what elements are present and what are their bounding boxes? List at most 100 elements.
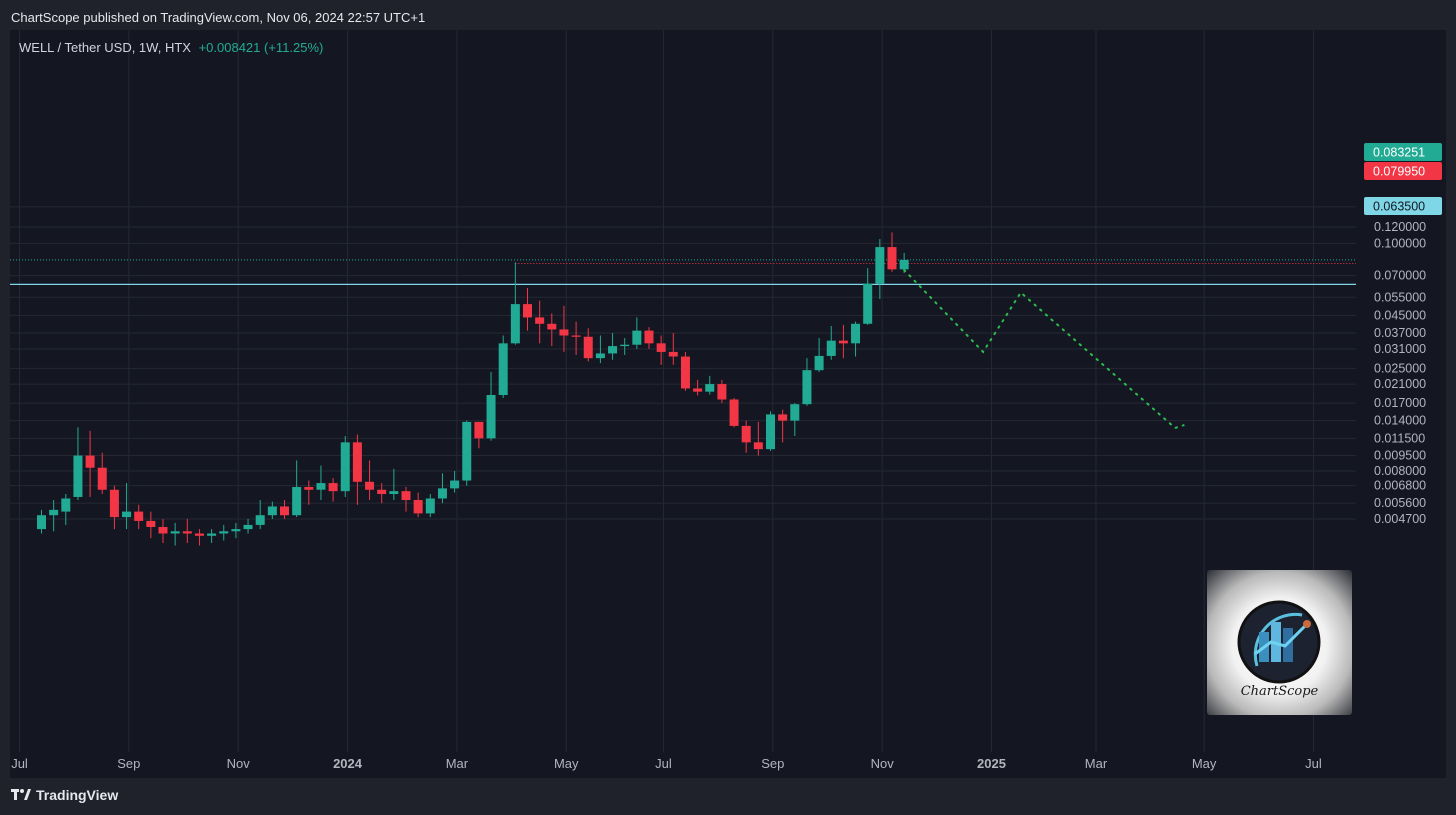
candle-down[interactable] [741,425,751,443]
x-tick-label: Jul [655,756,672,771]
x-tick-label: Sep [761,756,784,771]
candle-up[interactable] [826,340,836,356]
candle-down[interactable] [717,384,727,400]
candle-up[interactable] [61,498,71,512]
candle-up[interactable] [620,344,630,347]
chart-area[interactable]: 0.1500000.1200000.1000000.0700000.055000… [10,30,1446,778]
candle-down[interactable] [535,317,545,324]
symbol-legend: WELL / Tether USD, 1W, HTX +0.008421 (+1… [19,40,323,55]
candle-up[interactable] [899,259,909,270]
x-tick-label: Mar [446,756,469,771]
candle-down[interactable] [401,491,411,501]
candle-down[interactable] [134,511,144,521]
candle-down[interactable] [85,455,95,468]
y-tick-label: 0.045000 [1374,308,1426,322]
candle-down[interactable] [523,304,532,318]
candle-up[interactable] [486,395,496,439]
x-tick-label: Nov [227,756,251,771]
y-tick-label: 0.100000 [1374,236,1426,250]
candle-down[interactable] [352,442,362,482]
candle-down[interactable] [413,500,423,514]
candle-up[interactable] [122,511,132,518]
candle-up[interactable] [450,480,460,489]
candle-down[interactable] [304,487,314,490]
candle-up[interactable] [705,384,715,392]
candlestick-chart[interactable]: 0.1500000.1200000.1000000.0700000.055000… [10,30,1446,778]
candle-up[interactable] [462,421,472,481]
candle-up[interactable] [632,330,642,345]
candle-up[interactable] [814,355,824,371]
candle-up[interactable] [790,404,800,421]
candle-down[interactable] [194,533,204,536]
candle-up[interactable] [49,509,59,516]
candle-up[interactable] [316,483,326,490]
candle-up[interactable] [340,442,350,492]
candle-down[interactable] [559,329,569,336]
candle-down[interactable] [146,520,156,527]
candle-up[interactable] [608,346,618,354]
y-tick-label: 0.070000 [1374,269,1426,283]
candle-up[interactable] [255,515,265,525]
candle-down[interactable] [668,351,678,357]
candle-down[interactable] [280,506,289,516]
candle-up[interactable] [207,533,217,536]
candle-up[interactable] [863,283,873,324]
candle-down[interactable] [644,330,654,344]
candle-down[interactable] [887,247,897,270]
candle-up[interactable] [170,531,180,534]
candle-down[interactable] [656,343,666,352]
candle-up[interactable] [766,414,775,450]
x-tick-label: Jul [11,756,28,771]
candle-up[interactable] [267,506,277,516]
candle-up[interactable] [437,488,447,499]
candle-up[interactable] [510,304,520,344]
candle-down[interactable] [109,489,119,518]
candle-down[interactable] [778,414,788,421]
candle-down[interactable] [547,323,557,330]
y-tick-label: 0.120000 [1374,220,1426,234]
price-label-last [1364,143,1442,161]
candle-down[interactable] [97,467,107,490]
candle-down[interactable] [474,421,484,439]
candle-up[interactable] [595,353,605,359]
candle-up[interactable] [219,531,229,534]
candle-down[interactable] [838,340,848,344]
candle-down[interactable] [365,481,375,490]
candle-down[interactable] [377,489,387,495]
candle-down[interactable] [182,531,192,534]
x-tick-label: Sep [117,756,140,771]
candle-up[interactable] [851,323,861,344]
candle-up[interactable] [231,529,241,532]
x-tick-label: May [1192,756,1217,771]
candle-down[interactable] [328,483,338,492]
candle-up[interactable] [37,515,46,530]
y-tick-label: 0.006800 [1374,479,1426,493]
candle-up[interactable] [425,498,435,514]
candle-up[interactable] [875,247,885,284]
x-tick-label: Nov [871,756,895,771]
candle-down[interactable] [693,388,703,392]
tradingview-logo[interactable]: TradingView [11,787,118,803]
candle-up[interactable] [389,491,399,495]
candle-up[interactable] [243,524,253,530]
candle-down[interactable] [753,442,763,450]
candle-up[interactable] [73,455,83,497]
candle-down[interactable] [680,356,690,389]
candle-up[interactable] [802,370,812,405]
projection-path [903,268,1185,430]
price-label-prev [1364,162,1442,180]
header-bar: ChartScope published on TradingView.com,… [0,0,1456,30]
tradingview-brand: TradingView [36,787,119,803]
candles-group [37,232,909,546]
candle-down[interactable] [583,336,593,359]
y-tick-label: 0.008000 [1374,464,1426,478]
candle-down[interactable] [729,399,739,426]
x-tick-label: Mar [1085,756,1108,771]
candle-up[interactable] [498,343,508,396]
y-tick-label: 0.055000 [1374,290,1426,304]
x-tick-label: Jul [1305,756,1322,771]
candle-down[interactable] [158,526,168,534]
y-tick-label: 0.017000 [1374,396,1426,410]
candle-up[interactable] [292,487,302,516]
candle-down[interactable] [571,335,581,337]
